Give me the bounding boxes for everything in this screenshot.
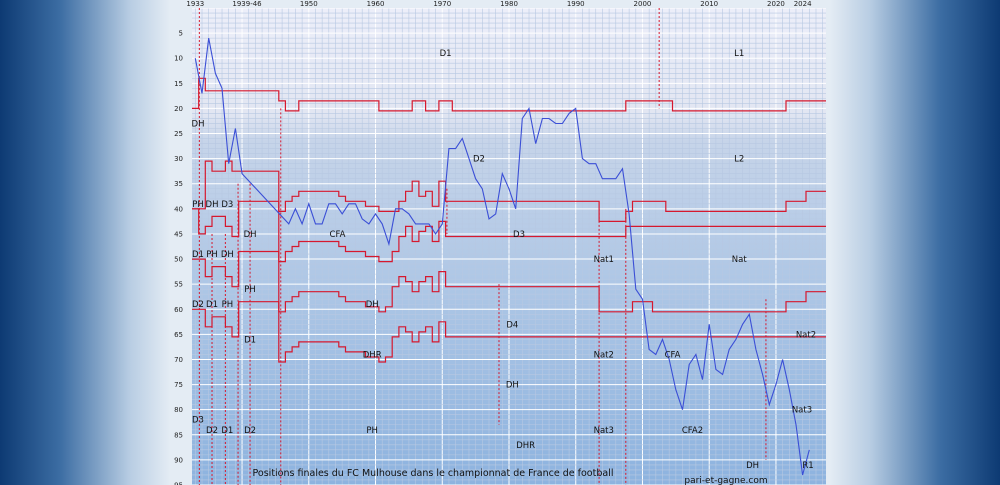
division-label: Nat [732, 255, 748, 265]
y-tick-label: 70 [174, 356, 183, 364]
division-label: DH [221, 250, 234, 260]
division-label: D1 [440, 49, 452, 59]
division-label: L2 [734, 155, 744, 165]
division-boundary-line [192, 200, 826, 263]
y-tick-label: 90 [174, 456, 183, 464]
division-label: D1 [192, 250, 204, 260]
source-credit: pari-et-gagne.com [684, 476, 767, 485]
x-tick-label: 1960 [367, 0, 385, 8]
x-axis-ticks: 1933 1939-46 1950 1960 1970 1980 1990 2000 2010 2… [186, 0, 812, 8]
y-tick-label: 35 [174, 180, 183, 188]
division-boundary-line [192, 77, 826, 112]
x-tick-label: 2020 [767, 0, 785, 8]
division-label: DH [192, 119, 205, 129]
y-axis-ticks: 5 10 15 20 25 30 35 40 45 50 55 60 65 70 75 80 85 90 95 [174, 30, 183, 485]
grid [192, 8, 826, 485]
y-tick-label: 60 [174, 306, 183, 314]
division-label: Nat1 [594, 255, 614, 265]
x-tick-label: 1980 [500, 0, 518, 8]
division-label: DH [746, 461, 759, 471]
division-label: D3 [513, 230, 525, 240]
y-tick-label: 45 [174, 230, 183, 238]
division-label: PH [366, 426, 378, 436]
division-boundary-line [192, 250, 826, 313]
division-label: Nat3 [594, 426, 614, 436]
division-label: CFA [665, 350, 681, 360]
division-label: D4 [506, 320, 518, 330]
y-tick-label: 95 [174, 482, 183, 485]
y-tick-label: 75 [174, 381, 183, 389]
position-series [194, 37, 810, 476]
y-tick-label: 5 [179, 30, 183, 38]
division-label: DH [366, 300, 379, 310]
x-tick-label: 1933 [186, 0, 204, 8]
x-tick-label: 1950 [300, 0, 318, 8]
y-tick-label: 20 [174, 105, 183, 113]
division-label: DH [206, 200, 219, 210]
division-label: R1 [802, 461, 813, 471]
division-boundary-line [192, 160, 826, 222]
division-label: D1 [206, 300, 218, 310]
y-tick-label: 55 [174, 281, 183, 289]
y-tick-label: 10 [174, 55, 183, 63]
division-lines [192, 77, 826, 363]
y-tick-label: 25 [174, 130, 183, 138]
final-position-line [194, 37, 810, 476]
division-label: Nat2 [796, 330, 816, 340]
x-tick-label: 2024 [794, 0, 812, 8]
division-label: D2 [244, 426, 256, 436]
division-label: D3 [192, 416, 204, 426]
division-label: D3 [221, 200, 233, 210]
division-label: PH [244, 285, 256, 295]
division-label: DH [506, 381, 519, 391]
y-tick-label: 50 [174, 256, 183, 264]
division-label: DHR [363, 350, 382, 360]
division-label: DH [244, 230, 257, 240]
x-tick-label: 2000 [634, 0, 652, 8]
division-label: Nat2 [594, 350, 614, 360]
division-label: CFA2 [682, 426, 703, 436]
division-label: PH [192, 200, 204, 210]
x-tick-label: 2010 [700, 0, 718, 8]
division-label: DHR [516, 441, 535, 451]
x-tick-label: 1970 [433, 0, 451, 8]
division-label: D2 [206, 426, 218, 436]
division-label: D2 [192, 300, 204, 310]
division-label: CFA [330, 230, 346, 240]
x-tick-label: 1990 [567, 0, 585, 8]
chart-title: Positions finales du FC Mulhouse dans le… [253, 468, 614, 479]
division-label: PH [206, 250, 218, 260]
division-boundary-line [192, 301, 826, 363]
x-tick-label: 1939-46 [232, 0, 262, 8]
division-label: L1 [734, 49, 744, 59]
y-tick-label: 80 [174, 406, 183, 414]
division-label: D1 [244, 335, 256, 345]
division-label: D1 [221, 426, 233, 436]
y-tick-label: 65 [174, 331, 183, 339]
y-tick-label: 15 [174, 80, 183, 88]
division-label: Nat3 [792, 406, 812, 416]
y-tick-label: 30 [174, 155, 183, 163]
y-tick-label: 85 [174, 431, 183, 439]
y-tick-label: 40 [174, 205, 183, 213]
division-label: D2 [473, 155, 485, 165]
division-label: PH [222, 300, 234, 310]
